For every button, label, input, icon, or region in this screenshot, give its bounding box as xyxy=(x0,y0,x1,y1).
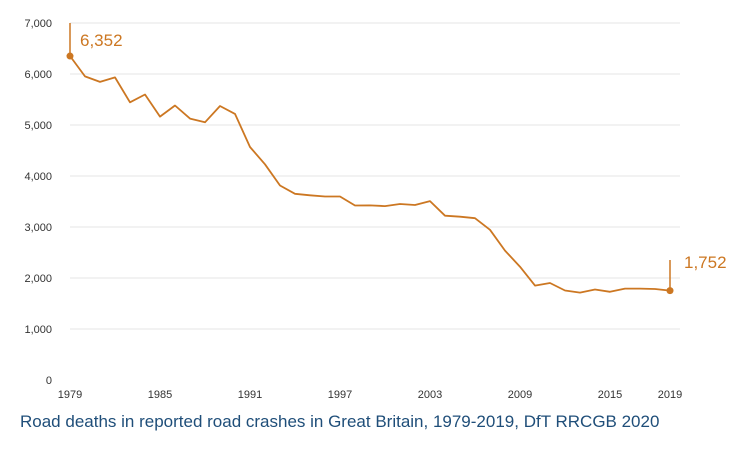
y-tick-label: 0 xyxy=(46,375,52,387)
chart-caption: Road deaths in reported road crashes in … xyxy=(20,412,660,431)
y-axis: 0 1,000 2,000 3,000 4,000 5,000 6,000 7,000 xyxy=(24,18,52,387)
grid xyxy=(70,22,680,330)
series xyxy=(69,55,671,294)
annotations: 6,352 1,752 xyxy=(66,23,727,295)
x-tick-label: 1985 xyxy=(148,389,172,400)
x-tick-label: 2015 xyxy=(598,389,622,400)
line-chart: 0 1,000 2,000 3,000 4,000 5,000 6,000 7,000 197… xyxy=(24,18,727,400)
annotation-label: 6,352 xyxy=(80,31,123,50)
series-line xyxy=(69,55,671,294)
y-tick-label: 3,000 xyxy=(24,222,52,234)
x-tick-label: 1979 xyxy=(58,389,82,400)
x-tick-label: 2019 xyxy=(658,389,682,400)
annotation-point xyxy=(66,52,74,60)
x-tick-label: 1997 xyxy=(328,389,352,400)
x-tick-label: 2003 xyxy=(418,389,442,400)
x-tick-label: 1991 xyxy=(238,389,262,400)
y-tick-label: 1,000 xyxy=(24,324,52,336)
y-tick-label: 5,000 xyxy=(24,120,52,132)
y-tick-label: 4,000 xyxy=(24,171,52,183)
y-tick-label: 2,000 xyxy=(24,273,52,285)
annotation-point xyxy=(666,287,674,295)
annotation-label: 1,752 xyxy=(684,253,727,272)
y-tick-label: 7,000 xyxy=(24,18,52,30)
y-tick-label: 6,000 xyxy=(24,69,52,81)
x-axis: 1979 1985 1991 1997 2003 2009 2015 2019 xyxy=(58,389,682,400)
x-tick-label: 2009 xyxy=(508,389,532,400)
